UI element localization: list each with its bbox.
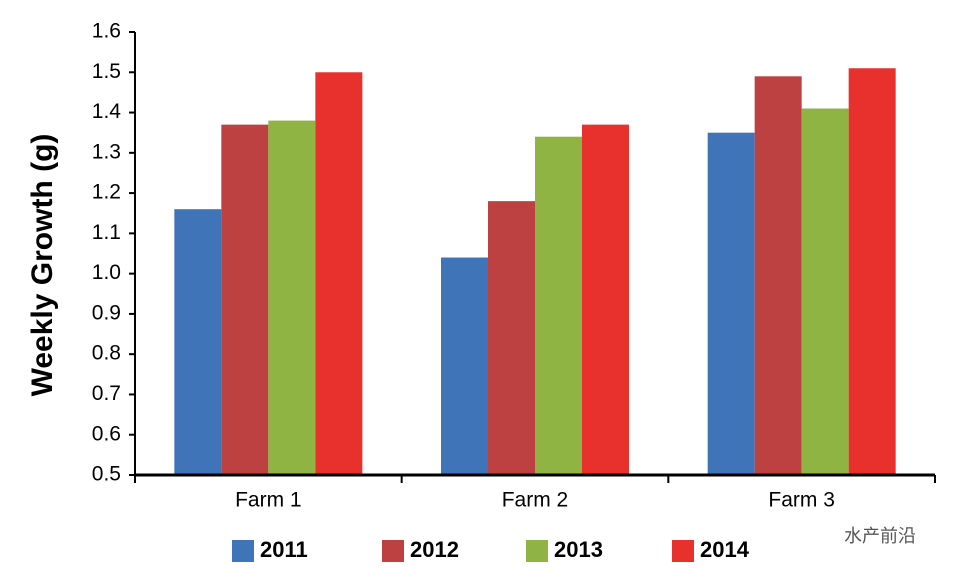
bar [801, 108, 849, 475]
bar [441, 257, 488, 475]
x-tick-label: Farm 1 [235, 489, 302, 512]
legend-swatch [382, 540, 404, 562]
y-tick-label: 1.0 [92, 261, 121, 284]
legend-label: 2014 [700, 537, 750, 562]
bar [488, 201, 535, 476]
legend-label: 2012 [410, 537, 459, 562]
legend-swatch [672, 540, 694, 562]
bar [754, 76, 802, 476]
x-tick-label: Farm 2 [502, 489, 569, 512]
watermark: 水产前沿 [844, 526, 916, 546]
bar [582, 124, 629, 476]
bar [174, 209, 222, 475]
y-tick-label: 0.5 [92, 463, 121, 486]
y-tick-label: 0.7 [92, 382, 121, 405]
legend-label: 2011 [260, 537, 308, 562]
bar [315, 72, 363, 475]
x-tick-label: Farm 3 [768, 489, 835, 512]
bar [221, 124, 269, 476]
y-tick-label: 1.2 [92, 181, 121, 204]
legend-swatch [232, 540, 254, 562]
bar [535, 136, 582, 475]
y-tick-label: 1.4 [92, 100, 122, 123]
y-tick-label: 0.8 [92, 342, 121, 365]
y-tick-label: 1.6 [92, 20, 121, 43]
y-tick-label: 0.6 [92, 422, 121, 445]
y-tick-label: 1.3 [92, 140, 121, 163]
y-tick-label: 0.9 [92, 301, 121, 324]
y-axis-title: Weekly Growth (g) [26, 134, 59, 397]
legend-swatch [526, 540, 548, 562]
y-tick-label: 1.1 [92, 221, 121, 244]
bar [268, 120, 316, 475]
legend-label: 2013 [554, 537, 603, 562]
bar [848, 68, 896, 475]
bar [707, 132, 755, 475]
y-tick-label: 1.5 [92, 60, 121, 83]
